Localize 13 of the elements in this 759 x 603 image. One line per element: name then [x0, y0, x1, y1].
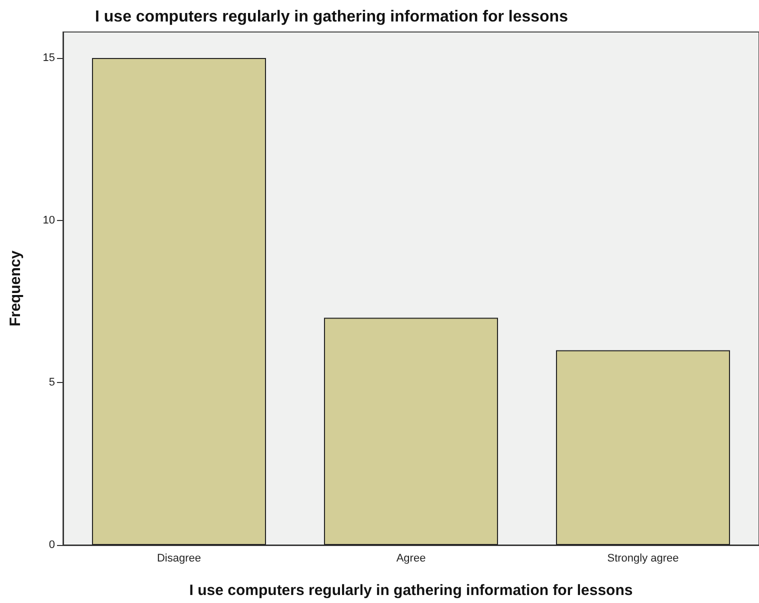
y-tick-label: 5 [48, 376, 55, 389]
bar [556, 350, 730, 545]
bar [324, 318, 498, 545]
y-tick-label: 15 [42, 52, 55, 64]
y-axis-title: Frequency [7, 250, 24, 326]
chart-title: I use computers regularly in gathering information for lessons [95, 8, 568, 26]
x-tick-label: Strongly agree [607, 552, 679, 564]
x-tick-label: Agree [396, 552, 426, 564]
y-tick-label: 10 [42, 214, 55, 226]
x-axis-title: I use computers regularly in gathering information for lessons [189, 582, 633, 599]
bar [92, 58, 266, 545]
x-tick-label: Disagree [156, 552, 202, 564]
y-tick-label: 0 [48, 539, 55, 551]
